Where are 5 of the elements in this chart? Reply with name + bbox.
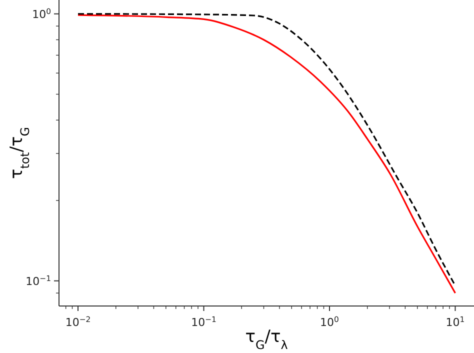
x-axis-title: τ$_{G}$/τ$_{λ}$ [245,327,288,352]
x-tick-label: 10$^{0}$ [320,314,340,329]
x-tick-label: 10$^{1}$ [446,314,465,329]
x-tick-label: 10$^{−1}$ [191,314,217,329]
x-tick-label: 10$^{−2}$ [65,314,91,329]
